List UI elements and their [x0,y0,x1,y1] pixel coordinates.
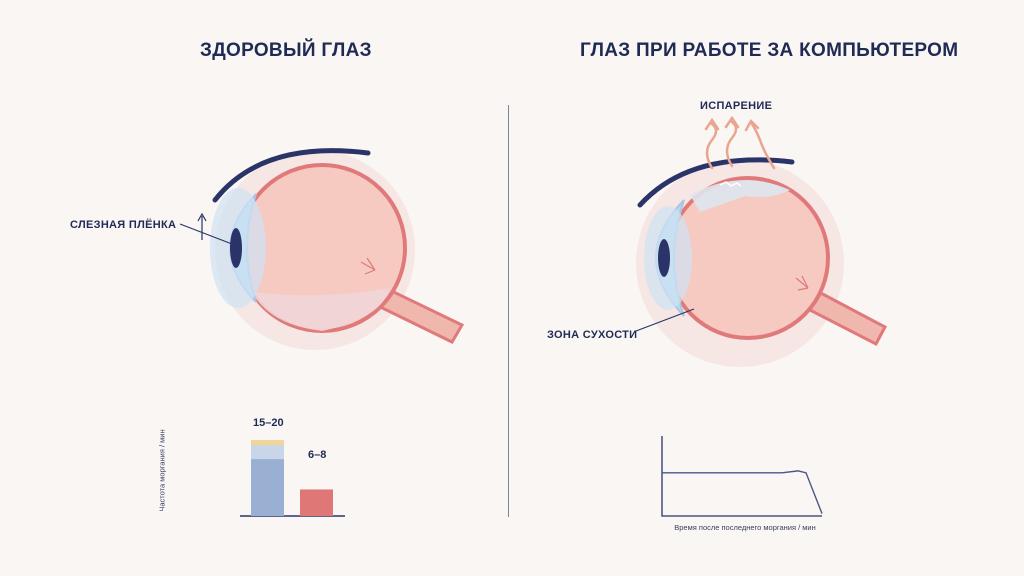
evaporation-arrow-middle-head [724,115,740,129]
dry-patch-cracks [719,181,742,187]
title-healthy-eye: ЗДОРОВЫЙ ГЛАЗ [200,40,372,61]
evaporation-arrow-left [705,122,718,170]
healthy-eye-illustration [179,148,465,350]
bar-healthy-top-cap [251,440,284,446]
bar-value-healthy: 15–20 [253,417,284,429]
panel-divider [508,105,509,517]
tear-film-line-chart [661,436,823,517]
healthy-eyelid-arc [212,148,371,203]
computer-pupil [658,239,670,277]
line-chart-series [662,470,823,514]
evaporation-arrows [704,115,776,170]
title-computer-eye: ГЛАЗ ПРИ РАБОТЕ ЗА КОМПЬЮТЕРОМ [580,40,959,61]
evaporation-label: ИСПАРЕНИЕ [700,100,773,112]
evaporation-arrow-right [750,122,776,170]
computer-retina-veins [795,275,809,291]
tear-film-label: СЛЕЗНАЯ ПЛЁНКА [70,219,177,231]
dry-patch-top [690,180,790,212]
tear-film-arrow-head [197,212,207,222]
computer-eye-illustration [635,115,888,367]
healthy-retina-veins [360,257,376,275]
bar-chart-y-axis-label: Частота моргания / мин [157,429,167,512]
line-chart-axes [661,436,822,517]
evaporation-arrow-right-head [744,118,760,132]
bar-computer [300,489,333,516]
bar-value-computer: 6–8 [308,449,327,461]
line-chart-x-axis-label: Время после последнего моргания / мин [674,523,816,532]
dry-zone-pointer [635,308,695,332]
evaporation-arrow-left-head [704,117,720,131]
healthy-lower-band [252,288,390,331]
healthy-pupil [230,228,242,268]
dry-zone-label: ЗОНА СУХОСТИ [547,329,638,341]
blink-rate-bar-chart [240,440,345,517]
evaporation-arrow-middle [725,120,738,168]
bar-healthy [251,449,284,516]
tear-film-pointer [179,223,233,245]
